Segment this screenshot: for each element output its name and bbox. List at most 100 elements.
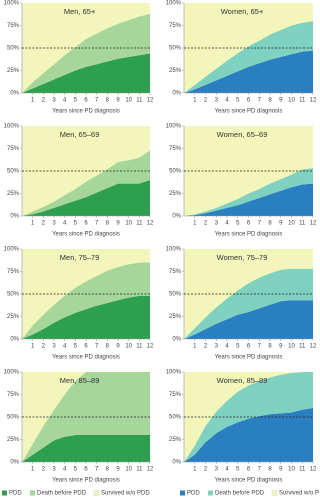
x-tick-label: 7 bbox=[95, 467, 99, 473]
x-tick-label: 3 bbox=[52, 467, 56, 473]
area bbox=[184, 249, 313, 339]
y-tick-label: 25% bbox=[7, 191, 20, 197]
y-tick-label: 0% bbox=[10, 214, 19, 220]
x-tick-label: 11 bbox=[299, 344, 306, 350]
x-tick-label: 3 bbox=[52, 344, 56, 350]
legend-label: Survived w/o PDD bbox=[279, 491, 319, 497]
x-tick-label: 1 bbox=[193, 221, 197, 227]
x-tick-label: 7 bbox=[258, 98, 262, 104]
x-tick-label: 2 bbox=[204, 467, 208, 473]
area bbox=[22, 3, 150, 93]
x-tick-label: 8 bbox=[268, 221, 272, 227]
legend-label: PDD bbox=[9, 491, 22, 497]
y-tick-label: 75% bbox=[169, 146, 182, 152]
x-tick-label: 10 bbox=[288, 221, 295, 227]
x-tick-label: 12 bbox=[147, 344, 154, 350]
legend-label: PDD bbox=[187, 491, 200, 497]
x-tick-label: 3 bbox=[215, 467, 219, 473]
x-tick-label: 10 bbox=[125, 98, 132, 104]
x-tick-label: 8 bbox=[268, 344, 272, 350]
y-tick-label: 0% bbox=[172, 91, 181, 97]
x-tick-label: 4 bbox=[63, 98, 67, 104]
chart-title: Men, 65+ bbox=[64, 7, 96, 16]
x-tick-label: 3 bbox=[215, 98, 219, 104]
x-axis-title: Years since PD diagnosis bbox=[215, 232, 283, 238]
x-tick-label: 4 bbox=[63, 467, 67, 473]
x-tick-label: 4 bbox=[225, 98, 229, 104]
x-tick-label: 3 bbox=[215, 221, 219, 227]
area bbox=[22, 180, 150, 216]
y-tick-label: 0% bbox=[10, 460, 19, 466]
legend-label: Death before PDD bbox=[215, 491, 265, 497]
x-tick-label: 8 bbox=[106, 344, 110, 350]
y-tick-label: 50% bbox=[169, 292, 182, 298]
area bbox=[22, 53, 150, 93]
y-tick-label: 75% bbox=[7, 23, 20, 29]
x-tick-label: 5 bbox=[74, 221, 78, 227]
chart-title: Women, 65+ bbox=[221, 7, 264, 16]
y-tick-label: 100% bbox=[166, 124, 182, 130]
area bbox=[22, 262, 150, 339]
y-tick-label: 0% bbox=[172, 337, 181, 343]
x-tick-label: 10 bbox=[125, 344, 132, 350]
x-tick-label: 12 bbox=[147, 221, 154, 227]
x-tick-label: 2 bbox=[204, 221, 208, 227]
x-tick-label: 11 bbox=[299, 98, 306, 104]
x-tick-label: 10 bbox=[125, 467, 132, 473]
legend-swatch bbox=[30, 490, 35, 496]
x-tick-label: 4 bbox=[225, 467, 229, 473]
x-tick-label: 1 bbox=[193, 467, 197, 473]
area bbox=[184, 372, 313, 462]
x-tick-label: 7 bbox=[95, 221, 99, 227]
area bbox=[184, 50, 313, 93]
y-tick-label: 0% bbox=[172, 214, 181, 220]
y-tick-label: 50% bbox=[169, 46, 182, 52]
y-tick-label: 100% bbox=[4, 124, 20, 130]
y-tick-label: 0% bbox=[10, 91, 19, 97]
x-tick-label: 7 bbox=[258, 221, 262, 227]
x-tick-label: 6 bbox=[247, 98, 251, 104]
y-tick-label: 100% bbox=[166, 370, 182, 376]
x-tick-label: 6 bbox=[247, 221, 251, 227]
x-tick-label: 7 bbox=[258, 467, 262, 473]
x-tick-label: 1 bbox=[31, 98, 35, 104]
x-tick-label: 10 bbox=[125, 221, 132, 227]
x-tick-label: 7 bbox=[258, 344, 262, 350]
y-tick-label: 25% bbox=[7, 314, 20, 320]
y-tick-label: 50% bbox=[7, 292, 20, 298]
y-tick-label: 25% bbox=[169, 314, 182, 320]
x-tick-label: 1 bbox=[193, 98, 197, 104]
x-tick-label: 6 bbox=[84, 467, 88, 473]
x-tick-label: 5 bbox=[236, 98, 240, 104]
y-tick-label: 100% bbox=[4, 1, 20, 7]
x-tick-label: 2 bbox=[42, 344, 46, 350]
x-tick-label: 11 bbox=[136, 221, 143, 227]
chart-title: Men, 65–69 bbox=[60, 130, 100, 139]
x-axis-title: Years since PD diagnosis bbox=[215, 355, 283, 361]
legend-swatch bbox=[271, 490, 278, 496]
y-tick-label: 50% bbox=[169, 415, 182, 421]
area bbox=[184, 3, 313, 93]
area bbox=[184, 168, 313, 216]
y-tick-label: 25% bbox=[169, 68, 182, 74]
x-tick-label: 6 bbox=[84, 221, 88, 227]
x-tick-label: 5 bbox=[236, 221, 240, 227]
x-axis-title: Years since PD diagnosis bbox=[215, 478, 283, 484]
x-tick-label: 2 bbox=[42, 467, 46, 473]
x-tick-label: 11 bbox=[299, 221, 306, 227]
area bbox=[184, 21, 313, 93]
x-axis-title: Years since PD diagnosis bbox=[52, 355, 120, 361]
area bbox=[22, 295, 150, 339]
x-tick-label: 11 bbox=[136, 467, 143, 473]
y-tick-label: 100% bbox=[166, 1, 182, 7]
x-tick-label: 1 bbox=[31, 344, 35, 350]
y-tick-label: 50% bbox=[7, 415, 20, 421]
x-axis-title: Years since PD diagnosis bbox=[215, 109, 283, 115]
x-tick-label: 1 bbox=[31, 467, 35, 473]
x-axis-title: Years since PD diagnosis bbox=[52, 232, 120, 238]
legend-label: Death before PDD bbox=[37, 491, 87, 497]
x-tick-label: 1 bbox=[193, 344, 197, 350]
area bbox=[22, 372, 150, 462]
x-tick-label: 5 bbox=[236, 344, 240, 350]
